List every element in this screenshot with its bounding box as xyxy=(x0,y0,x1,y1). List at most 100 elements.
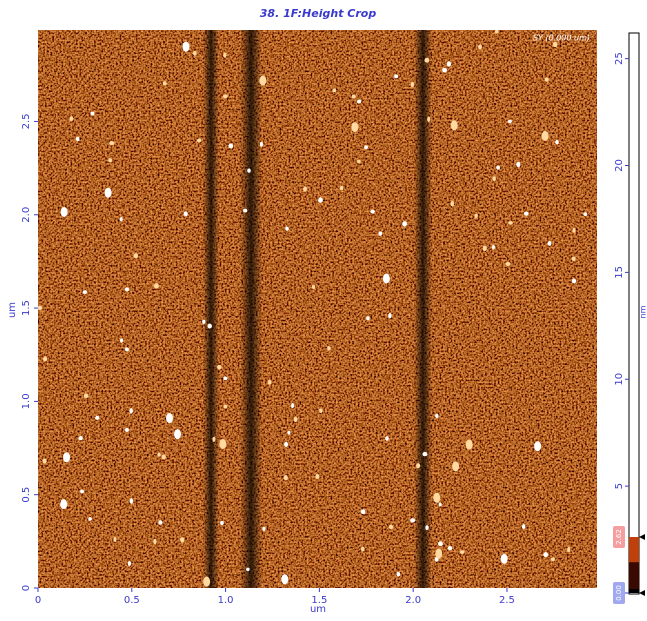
texture-spot xyxy=(542,131,549,141)
texture-spot xyxy=(109,141,114,145)
texture-spot xyxy=(492,176,495,181)
texture-spot xyxy=(548,241,552,246)
texture-spot xyxy=(223,53,226,58)
texture-spot xyxy=(553,42,558,47)
texture-spot xyxy=(447,61,451,66)
texture-spot xyxy=(268,380,271,385)
texture-spot xyxy=(506,262,511,266)
x-tick-label: 0.5 xyxy=(124,595,140,606)
texture-spot xyxy=(42,459,46,464)
texture-spot xyxy=(291,403,294,408)
texture-spot xyxy=(246,568,249,572)
texture-spot xyxy=(410,518,415,522)
texture-spot xyxy=(193,51,197,56)
x-tick-label: 1.5 xyxy=(311,595,327,606)
texture-spot xyxy=(422,452,427,456)
texture-spot xyxy=(108,158,112,162)
texture-spot xyxy=(303,187,307,192)
colorbar-marker-arrow xyxy=(639,590,645,596)
texture-spot xyxy=(555,140,558,144)
texture-spot xyxy=(460,550,465,554)
texture-spot xyxy=(318,197,323,203)
y-tick-label: 2.0 xyxy=(21,207,32,223)
texture-spot xyxy=(451,201,455,206)
texture-spot xyxy=(153,539,156,544)
x-tick-label: 0 xyxy=(35,595,41,606)
texture-spot xyxy=(364,145,368,149)
texture-spot xyxy=(43,356,47,361)
texture-spot xyxy=(219,439,226,449)
colorbar-range xyxy=(629,562,639,593)
texture-spot xyxy=(466,440,473,450)
texture-spot xyxy=(229,144,234,149)
texture-spot xyxy=(294,417,298,422)
texture-spot xyxy=(508,120,512,124)
image-streak xyxy=(240,30,262,588)
texture-spot xyxy=(260,142,263,147)
texture-spot xyxy=(332,88,336,92)
texture-spot xyxy=(424,58,429,63)
x-tick-label: 2.5 xyxy=(499,595,515,606)
texture-spot xyxy=(315,474,319,479)
texture-spot xyxy=(182,42,189,52)
texture-spot xyxy=(154,283,159,288)
texture-spot xyxy=(60,499,67,509)
texture-spot xyxy=(105,188,112,198)
texture-spot xyxy=(394,74,398,78)
x-tick-label: 2.0 xyxy=(405,595,421,606)
texture-spot xyxy=(572,279,576,284)
texture-spot xyxy=(184,211,188,216)
texture-spot xyxy=(439,503,442,507)
texture-spot xyxy=(496,166,500,170)
texture-spot xyxy=(125,428,129,432)
texture-spot xyxy=(352,95,356,99)
texture-spot xyxy=(340,186,344,190)
texture-spot xyxy=(197,138,201,142)
colorbar-frame xyxy=(629,33,639,594)
texture-spot xyxy=(158,520,162,524)
texture-spot xyxy=(385,436,389,440)
texture-spot xyxy=(442,68,447,73)
colorbar-tick-label: 5 xyxy=(614,483,625,489)
texture-spot xyxy=(378,231,382,235)
texture-spot xyxy=(474,214,477,218)
y-tick-label: 2.5 xyxy=(21,113,32,129)
texture-spot xyxy=(223,376,227,380)
texture-spot xyxy=(174,429,181,439)
texture-spot xyxy=(534,441,541,451)
texture-spot xyxy=(492,245,495,250)
texture-spot xyxy=(357,99,361,103)
texture-spot xyxy=(397,572,401,577)
image-streak xyxy=(414,30,432,588)
texture-spot xyxy=(79,436,83,440)
texture-spot xyxy=(166,413,173,423)
texture-spot xyxy=(483,246,487,252)
colorbar-label: nm xyxy=(639,305,647,318)
texture-spot xyxy=(427,117,430,122)
y-tick-label: 0.5 xyxy=(21,487,32,503)
texture-spot xyxy=(284,442,288,447)
texture-spot xyxy=(113,537,116,542)
texture-spot xyxy=(435,549,442,559)
texture-spot xyxy=(284,475,288,480)
texture-spot xyxy=(91,111,95,115)
texture-spot xyxy=(247,168,250,172)
texture-spot xyxy=(425,525,428,530)
texture-spot xyxy=(327,346,330,351)
texture-spot xyxy=(361,547,364,552)
texture-spot xyxy=(516,162,520,168)
texture-spot xyxy=(319,409,322,413)
texture-spot xyxy=(508,221,513,225)
texture-spot xyxy=(448,546,452,550)
x-tick-label: 1.0 xyxy=(218,595,234,606)
texture-spot xyxy=(217,365,222,370)
texture-spot xyxy=(501,554,508,564)
texture-spot xyxy=(433,493,440,503)
texture-spot xyxy=(522,524,525,529)
texture-spot xyxy=(524,212,529,216)
image-streak xyxy=(203,30,219,588)
colorbar-range xyxy=(629,589,639,593)
colorbar-marker-label: 2.62 xyxy=(615,529,623,545)
